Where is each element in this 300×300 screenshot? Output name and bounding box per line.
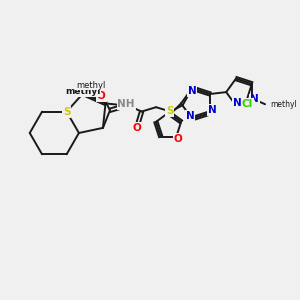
Text: N: N (208, 105, 216, 115)
Text: O: O (123, 101, 132, 111)
Text: Cl: Cl (242, 99, 253, 109)
Text: N: N (188, 86, 197, 96)
Text: methyl: methyl (74, 82, 101, 91)
Text: methyl: methyl (270, 100, 296, 109)
Text: N: N (186, 111, 195, 121)
Text: O: O (97, 91, 106, 101)
Text: O: O (133, 123, 141, 133)
Text: NH: NH (118, 99, 135, 109)
Text: N: N (232, 98, 241, 108)
Text: N: N (250, 94, 259, 104)
Text: methyl: methyl (76, 81, 105, 90)
Text: O: O (174, 134, 183, 144)
Text: S: S (63, 107, 70, 117)
Text: methyl: methyl (65, 87, 101, 96)
Text: S: S (166, 106, 173, 116)
